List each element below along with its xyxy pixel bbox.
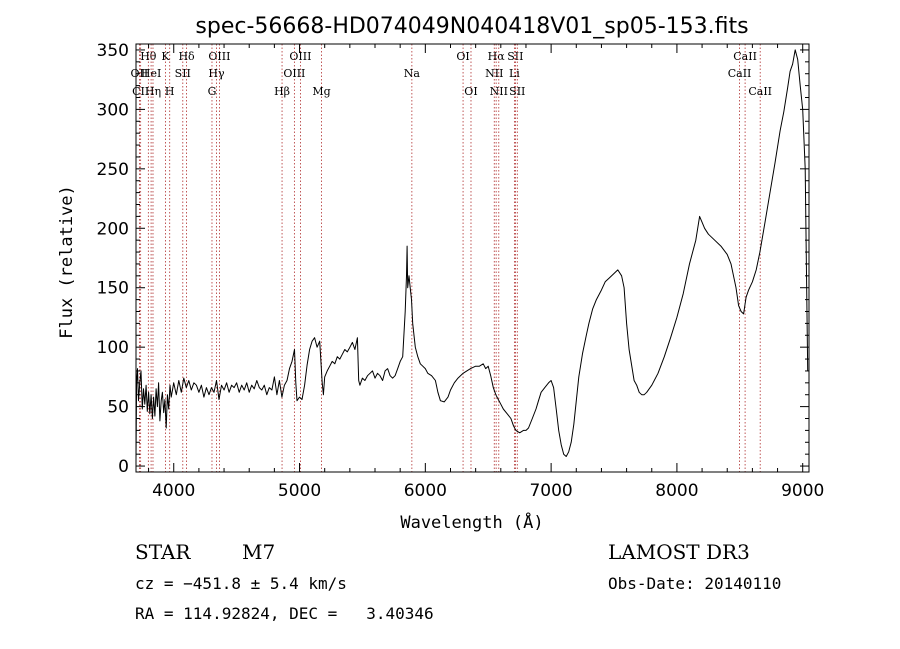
y-tick-label: 0 [118,457,129,477]
spectral-line-label: G [208,85,217,98]
x-tick-label: 6000 [404,481,447,501]
x-tick-label: 4000 [152,481,195,501]
spectral-line-label: NII [485,67,503,80]
spectral-line-label: Mg [312,85,330,98]
y-tick-label: 200 [97,219,129,239]
spectral-line-label: CaII [733,50,757,63]
spectral-line-label: Hη [145,85,161,98]
y-tick-label: 350 [97,41,129,61]
spectral-line-label: Hγ [208,67,225,80]
spectral-line-label: OIII [283,67,305,80]
spectral-line-label: Na [404,67,421,80]
spectral-line-label: SII [175,67,191,80]
plot-frame [135,43,810,473]
spectral-line-label: SII [507,50,523,63]
spectral-line-label: Hθ [140,50,157,63]
spectral-line-label: NII [490,85,508,98]
chart-title: spec-56668-HD074049N040418V01_sp05-153.f… [195,14,748,39]
spectral-line-label: CaII [748,85,772,98]
spectral-line-label: OI [456,50,469,63]
spectral-line-label: Hβ [274,85,290,98]
y-tick-label: 250 [97,160,129,180]
spectral-line-label: Hδ [178,50,195,63]
spectral-line-label: OIII [289,50,311,63]
x-tick-label: 7000 [529,481,572,501]
spectral-line-label: K [161,50,170,63]
y-tick-label: 300 [97,100,129,120]
redshift-cz: cz = −451.8 ± 5.4 km/s [135,574,347,593]
x-tick-label: 9000 [781,481,824,501]
spectral-line-label: Hα [488,50,506,63]
spectral-line-label: CaII [728,67,752,80]
spectral-line-label: OIII [208,50,230,63]
y-tick-label: 150 [97,279,129,299]
survey-name: LAMOST DR3 [608,540,750,564]
spectral-line-label: Li [509,67,520,80]
y-tick-label: 50 [107,398,129,418]
spectral-line-label: OI [464,85,477,98]
spectral-line-label: SII [509,85,525,98]
coordinates: RA = 114.92824, DEC = 3.40346 [135,604,434,623]
spectrum-series-line [135,49,809,461]
spectral-line-label: H [165,85,175,98]
observation-date: Obs-Date: 20140110 [608,574,782,593]
spectral-line-label: HeI [141,67,161,80]
x-tick-label: 5000 [278,481,321,501]
object-subclass: M7 [242,540,276,564]
object-class: STAR [135,540,191,564]
x-tick-label: 8000 [655,481,698,501]
y-axis-label: Flux (relative) [57,185,77,339]
x-axis-label: Wavelength (Å) [400,511,543,533]
y-tick-label: 100 [97,338,129,358]
